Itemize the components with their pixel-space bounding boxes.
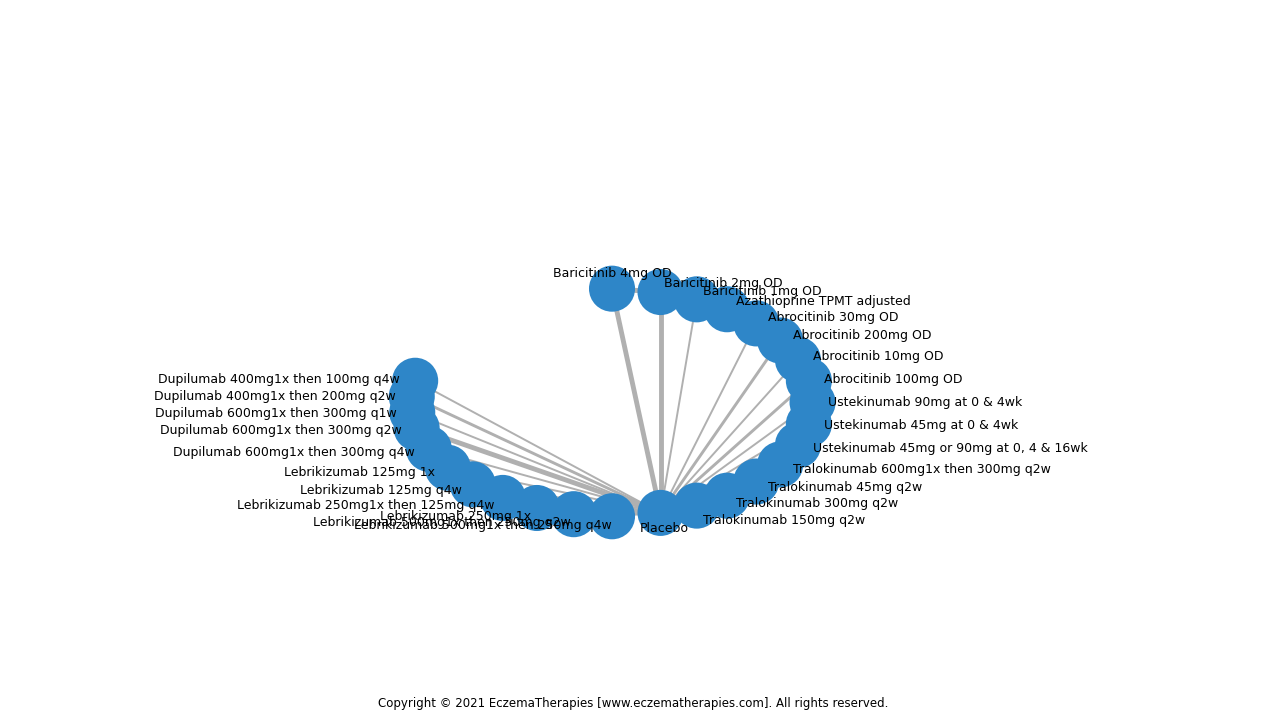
- Point: [493, 493, 513, 504]
- Point: [770, 459, 791, 470]
- Text: Dupilumab 600mg1x then 300mg q1w: Dupilumab 600mg1x then 300mg q1w: [155, 407, 397, 420]
- Point: [602, 510, 622, 522]
- Point: [405, 375, 426, 387]
- Text: Azathioprine TPMT adjusted: Azathioprine TPMT adjusted: [736, 296, 911, 308]
- Text: Tralokinumab 300mg q2w: Tralokinumab 300mg q2w: [736, 497, 898, 510]
- Text: Lebrikizumab 250mg1x then 125mg q4w: Lebrikizumab 250mg1x then 125mg q4w: [237, 499, 494, 512]
- Text: Abrocitinib 30mg OD: Abrocitinib 30mg OD: [768, 311, 898, 324]
- Text: Dupilumab 400mg1x then 200mg q2w: Dupilumab 400mg1x then 200mg q2w: [155, 390, 397, 403]
- Point: [418, 443, 438, 454]
- Point: [717, 303, 737, 315]
- Text: Lebrikizumab 500mg1x then 250mg q2w: Lebrikizumab 500mg1x then 250mg q2w: [313, 516, 570, 529]
- Point: [798, 375, 818, 387]
- Text: Dupilumab 600mg1x then 300mg q4w: Dupilumab 600mg1x then 300mg q4w: [172, 446, 414, 459]
- Point: [687, 293, 707, 305]
- Text: Copyright © 2021 EczemaTherapies [www.eczematherapies.com]. All rights reserved.: Copyright © 2021 EczemaTherapies [www.ec…: [379, 697, 888, 710]
- Point: [802, 397, 822, 408]
- Text: Lebrikizumab 125mg q4w: Lebrikizumab 125mg q4w: [300, 485, 461, 498]
- Point: [687, 500, 707, 511]
- Text: Ustekinumab 45mg or 90mg at 0, 4 & 16wk: Ustekinumab 45mg or 90mg at 0, 4 & 16wk: [812, 442, 1087, 455]
- Point: [402, 407, 422, 418]
- Point: [788, 354, 808, 365]
- Point: [717, 490, 737, 501]
- Text: Baricitinib 4mg OD: Baricitinib 4mg OD: [552, 267, 672, 280]
- Point: [462, 479, 483, 490]
- Point: [527, 503, 547, 514]
- Text: Placebo: Placebo: [640, 521, 689, 534]
- Text: Tralokinumab 150mg q2w: Tralokinumab 150mg q2w: [703, 513, 865, 527]
- Text: Ustekinumab 90mg at 0 & 4wk: Ustekinumab 90mg at 0 & 4wk: [829, 396, 1022, 409]
- Point: [798, 418, 818, 430]
- Text: Lebrikizumab 125mg 1x: Lebrikizumab 125mg 1x: [284, 467, 435, 480]
- Text: Lebrikizumab 250mg 1x: Lebrikizumab 250mg 1x: [380, 510, 531, 523]
- Point: [407, 422, 427, 434]
- Text: Abrocitinib 100mg OD: Abrocitinib 100mg OD: [825, 372, 963, 385]
- Point: [437, 462, 457, 474]
- Text: Abrocitinib 200mg OD: Abrocitinib 200mg OD: [793, 329, 933, 342]
- Text: Tralokinumab 45mg q2w: Tralokinumab 45mg q2w: [768, 481, 922, 494]
- Point: [650, 507, 670, 518]
- Text: Lebrikizumab 500mg1x then 250mg q4w: Lebrikizumab 500mg1x then 250mg q4w: [355, 518, 612, 532]
- Text: Dupilumab 600mg1x then 300mg q2w: Dupilumab 600mg1x then 300mg q2w: [160, 423, 402, 436]
- Point: [602, 283, 622, 294]
- Point: [746, 318, 767, 329]
- Point: [788, 439, 808, 451]
- Point: [564, 508, 584, 520]
- Text: Tralokinumab 600mg1x then 300mg q2w: Tralokinumab 600mg1x then 300mg q2w: [793, 463, 1052, 476]
- Text: Ustekinumab 45mg at 0 & 4wk: Ustekinumab 45mg at 0 & 4wk: [825, 419, 1019, 432]
- Point: [650, 286, 670, 298]
- Point: [402, 390, 422, 402]
- Text: Baricitinib 2mg OD: Baricitinib 2mg OD: [664, 277, 783, 290]
- Text: Baricitinib 1mg OD: Baricitinib 1mg OD: [703, 285, 822, 298]
- Point: [770, 335, 791, 347]
- Point: [746, 476, 767, 487]
- Text: Dupilumab 400mg1x then 100mg q4w: Dupilumab 400mg1x then 100mg q4w: [158, 372, 399, 385]
- Text: Abrocitinib 10mg OD: Abrocitinib 10mg OD: [812, 350, 943, 363]
